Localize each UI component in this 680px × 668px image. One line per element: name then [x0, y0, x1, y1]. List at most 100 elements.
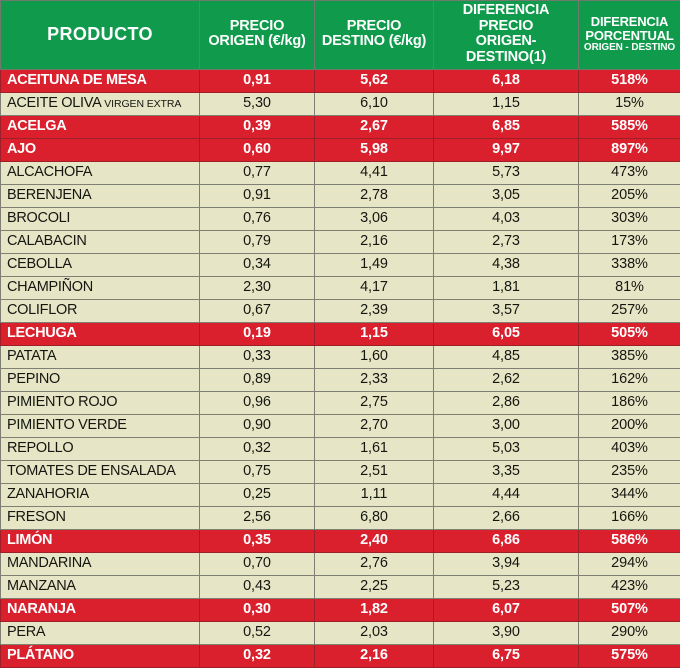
producto-name: MANDARINA: [7, 555, 91, 571]
cell-precio-origen: 0,32: [200, 437, 315, 460]
cell-precio-destino: 2,39: [315, 299, 434, 322]
cell-precio-origen: 0,32: [200, 644, 315, 667]
column-header-precio-destino-line1: PRECIO: [319, 19, 429, 35]
cell-diferencia-precio: 4,38: [434, 253, 579, 276]
cell-producto: LECHUGA: [1, 322, 200, 345]
cell-diferencia-precio: 6,86: [434, 529, 579, 552]
cell-producto: ZANAHORIA: [1, 483, 200, 506]
cell-producto: CHAMPIÑON: [1, 276, 200, 299]
cell-precio-destino: 4,41: [315, 161, 434, 184]
cell-precio-destino: 1,82: [315, 598, 434, 621]
cell-precio-destino: 2,33: [315, 368, 434, 391]
cell-producto: LIMÓN: [1, 529, 200, 552]
cell-producto: ALCACHOFA: [1, 161, 200, 184]
cell-diferencia-precio: 3,05: [434, 184, 579, 207]
cell-diferencia-precio: 3,00: [434, 414, 579, 437]
producto-name: COLIFLOR: [7, 302, 77, 318]
cell-diferencia-precio: 3,90: [434, 621, 579, 644]
cell-diferencia-porcentual: 205%: [579, 184, 680, 207]
producto-name: CHAMPIÑON: [7, 279, 93, 295]
cell-producto: MANZANA: [1, 575, 200, 598]
cell-diferencia-porcentual: 575%: [579, 644, 680, 667]
cell-diferencia-porcentual: 423%: [579, 575, 680, 598]
cell-producto: BROCOLI: [1, 207, 200, 230]
cell-precio-destino: 6,10: [315, 92, 434, 115]
cell-precio-origen: 2,56: [200, 506, 315, 529]
cell-diferencia-porcentual: 235%: [579, 460, 680, 483]
cell-diferencia-precio: 1,15: [434, 92, 579, 115]
cell-diferencia-precio: 6,75: [434, 644, 579, 667]
cell-precio-origen: 0,77: [200, 161, 315, 184]
producto-name: CEBOLLA: [7, 256, 72, 272]
cell-diferencia-precio: 6,07: [434, 598, 579, 621]
column-header-precio-origen: PRECIO ORIGEN (€/kg): [200, 1, 315, 70]
cell-diferencia-precio: 4,03: [434, 207, 579, 230]
column-header-diferencia-porcentual-sub: ORIGEN - DESTINO: [583, 42, 676, 54]
cell-precio-origen: 0,19: [200, 322, 315, 345]
cell-producto: PEPINO: [1, 368, 200, 391]
producto-name: PEPINO: [7, 371, 60, 387]
cell-precio-origen: 0,89: [200, 368, 315, 391]
cell-precio-origen: 0,90: [200, 414, 315, 437]
cell-diferencia-porcentual: 505%: [579, 322, 680, 345]
cell-precio-destino: 2,25: [315, 575, 434, 598]
cell-precio-origen: 0,91: [200, 69, 315, 92]
producto-name: PATATA: [7, 348, 56, 364]
cell-precio-destino: 6,80: [315, 506, 434, 529]
column-header-diferencia-precio-line2: ORIGEN-DESTINO(1): [438, 34, 574, 65]
cell-precio-origen: 0,33: [200, 345, 315, 368]
cell-precio-origen: 0,43: [200, 575, 315, 598]
cell-diferencia-precio: 3,94: [434, 552, 579, 575]
cell-diferencia-porcentual: 897%: [579, 138, 680, 161]
cell-diferencia-porcentual: 518%: [579, 69, 680, 92]
cell-precio-destino: 2,75: [315, 391, 434, 414]
cell-precio-origen: 0,96: [200, 391, 315, 414]
column-header-producto: PRODUCTO: [1, 1, 200, 70]
cell-producto: ACELGA: [1, 115, 200, 138]
cell-precio-destino: 2,76: [315, 552, 434, 575]
column-header-diferencia-precio: DIFERENCIA PRECIO ORIGEN-DESTINO(1): [434, 1, 579, 70]
column-header-precio-destino: PRECIO DESTINO (€/kg): [315, 1, 434, 70]
cell-diferencia-precio: 3,35: [434, 460, 579, 483]
cell-precio-origen: 0,79: [200, 230, 315, 253]
cell-precio-origen: 0,30: [200, 598, 315, 621]
cell-diferencia-precio: 3,57: [434, 299, 579, 322]
table-header-row: PRODUCTO PRECIO ORIGEN (€/kg) PRECIO DES…: [1, 1, 680, 70]
cell-producto: AJO: [1, 138, 200, 161]
producto-name: TOMATES DE ENSALADA: [7, 463, 176, 479]
cell-diferencia-porcentual: 257%: [579, 299, 680, 322]
cell-diferencia-precio: 6,05: [434, 322, 579, 345]
cell-diferencia-porcentual: 585%: [579, 115, 680, 138]
cell-diferencia-porcentual: 186%: [579, 391, 680, 414]
cell-producto: PIMIENTO VERDE: [1, 414, 200, 437]
cell-precio-destino: 3,06: [315, 207, 434, 230]
cell-precio-destino: 2,70: [315, 414, 434, 437]
cell-producto: MANDARINA: [1, 552, 200, 575]
cell-precio-destino: 1,15: [315, 322, 434, 345]
cell-precio-destino: 2,16: [315, 644, 434, 667]
cell-precio-origen: 0,91: [200, 184, 315, 207]
cell-precio-destino: 2,78: [315, 184, 434, 207]
producto-name: LECHUGA: [7, 325, 77, 341]
cell-diferencia-porcentual: 473%: [579, 161, 680, 184]
cell-diferencia-precio: 2,66: [434, 506, 579, 529]
cell-diferencia-precio: 4,44: [434, 483, 579, 506]
cell-producto: PATATA: [1, 345, 200, 368]
column-header-producto-label: PRODUCTO: [5, 25, 195, 44]
cell-producto: TOMATES DE ENSALADA: [1, 460, 200, 483]
